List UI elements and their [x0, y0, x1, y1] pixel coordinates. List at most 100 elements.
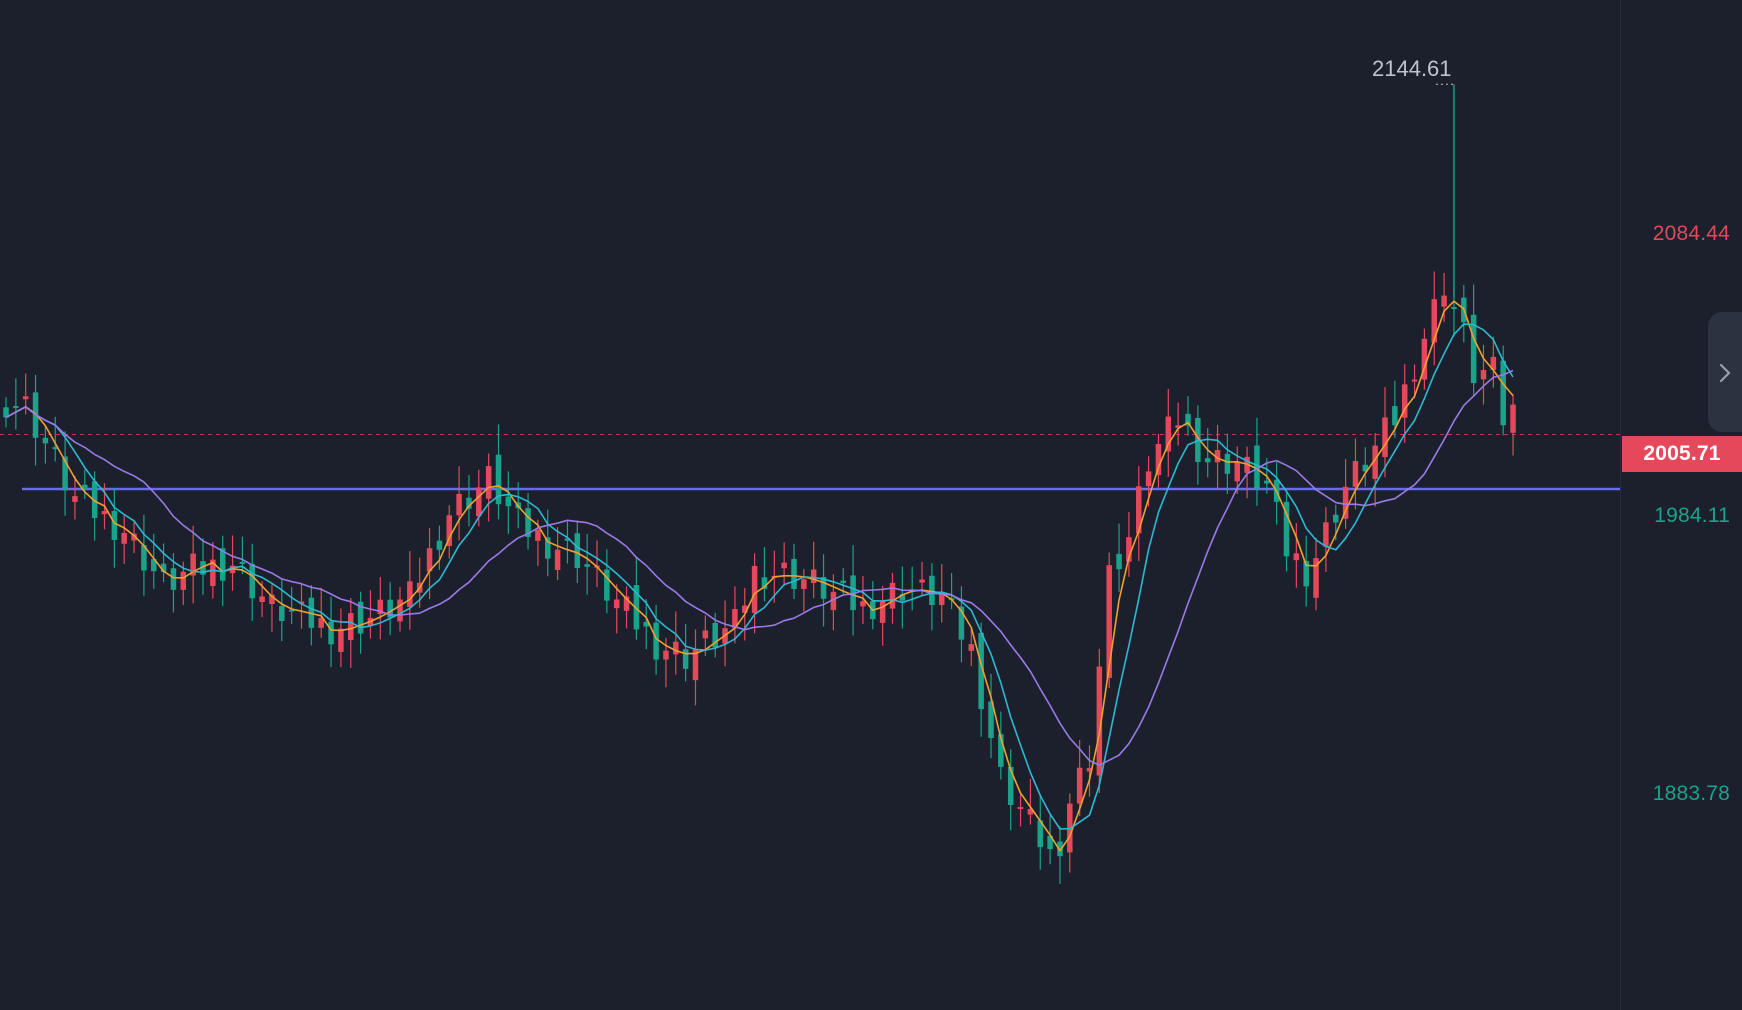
candle-up — [613, 599, 620, 609]
candle-up — [1017, 807, 1024, 810]
candle-up — [781, 562, 787, 569]
candle-down — [1224, 453, 1231, 474]
candle-down — [495, 454, 502, 505]
candle-up — [1165, 416, 1172, 452]
candle-down — [929, 575, 935, 606]
candle-up — [1431, 299, 1437, 343]
candle-down — [633, 585, 640, 630]
candle-up — [1490, 356, 1497, 371]
candle-up — [860, 601, 866, 607]
candle-down — [170, 568, 177, 590]
candle-down — [111, 510, 118, 540]
candle-down — [1007, 766, 1014, 805]
candle-down — [1283, 501, 1290, 557]
candle-up — [131, 533, 137, 541]
candle-up — [1145, 471, 1152, 487]
candle-down — [840, 580, 846, 583]
candle-down — [219, 548, 226, 581]
candle-down — [653, 622, 659, 660]
candle-up — [1342, 486, 1349, 519]
candle-down — [791, 558, 797, 589]
candle-up — [259, 596, 265, 602]
candle-down — [328, 621, 334, 645]
candle-up — [298, 601, 305, 604]
candle-down — [160, 563, 167, 572]
ma-fast-line — [5, 300, 1514, 852]
candle-up — [180, 571, 187, 590]
candle-up — [1106, 565, 1112, 678]
candle-up — [663, 650, 669, 660]
candle-up — [1027, 809, 1034, 815]
candle-up — [1086, 767, 1093, 772]
candle-up — [1480, 370, 1487, 380]
candle-down — [151, 559, 157, 572]
candle-down — [712, 622, 718, 648]
candle-down — [52, 447, 58, 450]
candle-down — [584, 564, 590, 567]
candle-down — [1392, 406, 1398, 426]
candle-up — [1323, 522, 1329, 547]
candle-up — [348, 613, 354, 641]
candle-up — [939, 594, 945, 606]
candle-up — [968, 644, 975, 651]
candle-down — [978, 632, 984, 710]
candle-up — [810, 569, 817, 583]
candle-up — [101, 510, 108, 515]
candle-down — [249, 563, 255, 599]
candle-down — [288, 609, 295, 612]
candle-down — [1333, 514, 1339, 523]
candle-down — [850, 575, 856, 611]
candle-up — [1293, 553, 1300, 561]
candle-down — [682, 649, 689, 669]
candle-down — [1116, 553, 1122, 570]
candle-up — [673, 641, 679, 655]
chevron-right-icon — [1719, 363, 1731, 383]
candle-down — [13, 406, 19, 409]
candle-down — [1451, 306, 1457, 309]
candle-down — [466, 497, 472, 509]
candle-up — [1155, 443, 1162, 476]
collapse-panel-button[interactable] — [1708, 312, 1742, 432]
candle-up — [1401, 384, 1408, 418]
candle-up — [830, 591, 837, 611]
candle-down — [1470, 314, 1477, 384]
peak-price-annotation: 2144.61 — [1372, 56, 1452, 81]
candle-down — [1057, 841, 1063, 857]
candle-up — [1352, 461, 1359, 487]
candle-up — [889, 582, 896, 609]
candle-up — [1175, 425, 1181, 428]
candlestick-chart[interactable] — [0, 0, 1620, 1010]
candle-up — [692, 649, 699, 681]
candle-up — [318, 618, 324, 628]
candle-down — [761, 577, 768, 589]
candle-up — [190, 553, 196, 576]
candle-up — [377, 599, 384, 615]
candle-up — [476, 487, 482, 517]
candle-up — [1096, 666, 1103, 776]
candle-down — [1185, 413, 1191, 426]
candle-down — [1500, 360, 1506, 426]
candle-up — [397, 599, 403, 622]
candle-up — [1510, 404, 1516, 433]
candle-down — [820, 577, 827, 599]
candle-up — [1214, 450, 1221, 463]
candle-down — [1037, 820, 1043, 848]
candle-down — [545, 537, 551, 559]
candle-up — [485, 466, 492, 499]
candle-up — [22, 396, 29, 400]
candle-up — [426, 548, 433, 572]
candle-up — [210, 559, 216, 586]
candle-down — [62, 456, 68, 491]
candle-up — [1411, 379, 1418, 382]
candle-down — [239, 561, 246, 564]
candle-down — [998, 734, 1004, 767]
candle-down — [1254, 445, 1260, 489]
price-axis-label-upper: 2084.44 — [1652, 222, 1730, 245]
candle-up — [446, 515, 452, 547]
candle-up — [1313, 558, 1319, 598]
candle-up — [535, 529, 541, 541]
candle-up — [1076, 767, 1083, 804]
candle-up — [801, 579, 807, 589]
candle-down — [279, 606, 285, 621]
candle-down — [564, 538, 571, 541]
